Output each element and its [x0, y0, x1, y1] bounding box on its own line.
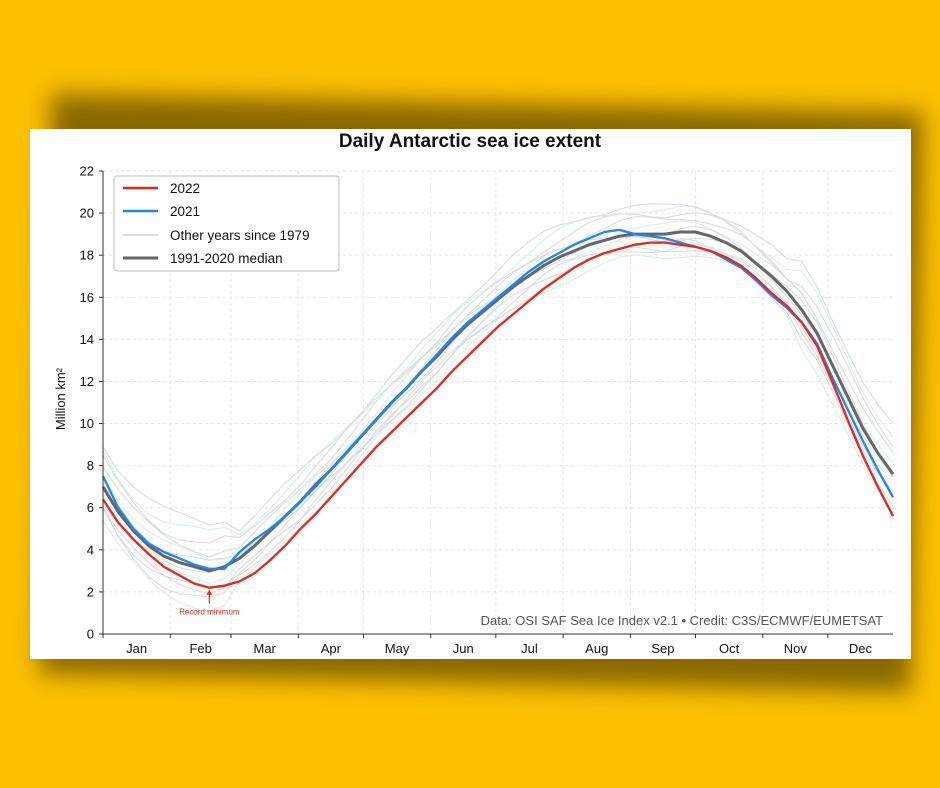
other-year-line — [102, 212, 894, 544]
other-year-line — [102, 220, 894, 561]
series-2022-line — [102, 241, 895, 589]
chart-card: 0 2 4 6 8 10 12 14 16 18 20 22 Jan Feb Mar Apr May Jun Jul… — [30, 129, 911, 659]
x-tick-label: Dec — [849, 641, 873, 656]
legend: 2022 2021 Other years since 1979 1991-20… — [113, 175, 340, 272]
legend-label-2021: 2021 — [170, 204, 200, 219]
y-tick-label: 22 — [80, 164, 94, 179]
series-median-line — [101, 230, 895, 573]
y-tick-label: 2 — [87, 584, 94, 599]
other-year-line — [102, 203, 894, 532]
legend-label-median: 1991-2020 median — [170, 251, 283, 266]
x-tick-label: Mar — [253, 641, 276, 656]
other-year-line — [102, 235, 894, 584]
other-year-line — [102, 216, 894, 558]
series-2021-line — [101, 228, 895, 570]
x-tick-label: Sep — [651, 641, 674, 656]
y-tick-label: 8 — [87, 458, 94, 473]
legend-label-other-years: Other years since 1979 — [170, 228, 310, 243]
annotation-label: Record minimum — [179, 608, 240, 617]
x-tick-label: Jul — [521, 641, 538, 656]
x-tick-label: May — [385, 641, 410, 656]
data-credit: Data: OSI SAF Sea Ice Index v2.1 • Credi… — [481, 613, 883, 628]
legend-label-2022: 2022 — [170, 181, 200, 196]
record-minimum-annotation: Record minimum — [179, 589, 240, 617]
x-tick-label: Apr — [321, 641, 342, 656]
x-tick-label: Nov — [784, 641, 808, 656]
other-year-line — [102, 225, 894, 561]
y-tick-label: 14 — [80, 332, 94, 347]
x-tick-label: Feb — [189, 641, 211, 656]
x-tick-label: Jan — [126, 641, 147, 656]
y-tick-label: 18 — [80, 248, 94, 263]
other-year-line — [102, 238, 894, 590]
y-tick-label: 0 — [87, 627, 94, 642]
x-tick-label: Oct — [719, 641, 740, 656]
series-lines — [101, 228, 895, 589]
other-year-line — [102, 246, 894, 595]
annotation-arrowhead — [206, 589, 213, 595]
other-year-line — [102, 243, 894, 598]
y-tick-label: 6 — [87, 500, 94, 515]
y-tick-label: 4 — [87, 542, 94, 557]
y-tick-label: 12 — [80, 374, 94, 389]
y-axis-label: Million km² — [53, 367, 68, 430]
x-tick-label: Aug — [585, 641, 608, 656]
y-tick-label: 10 — [80, 416, 94, 431]
x-tick-label: Jun — [453, 641, 474, 656]
y-tick-label: 16 — [80, 290, 94, 305]
y-tick-label: 20 — [80, 206, 94, 221]
chart-title: Daily Antarctic sea ice extent — [339, 131, 602, 152]
legend-box — [113, 175, 340, 272]
other-year-line — [102, 205, 894, 536]
